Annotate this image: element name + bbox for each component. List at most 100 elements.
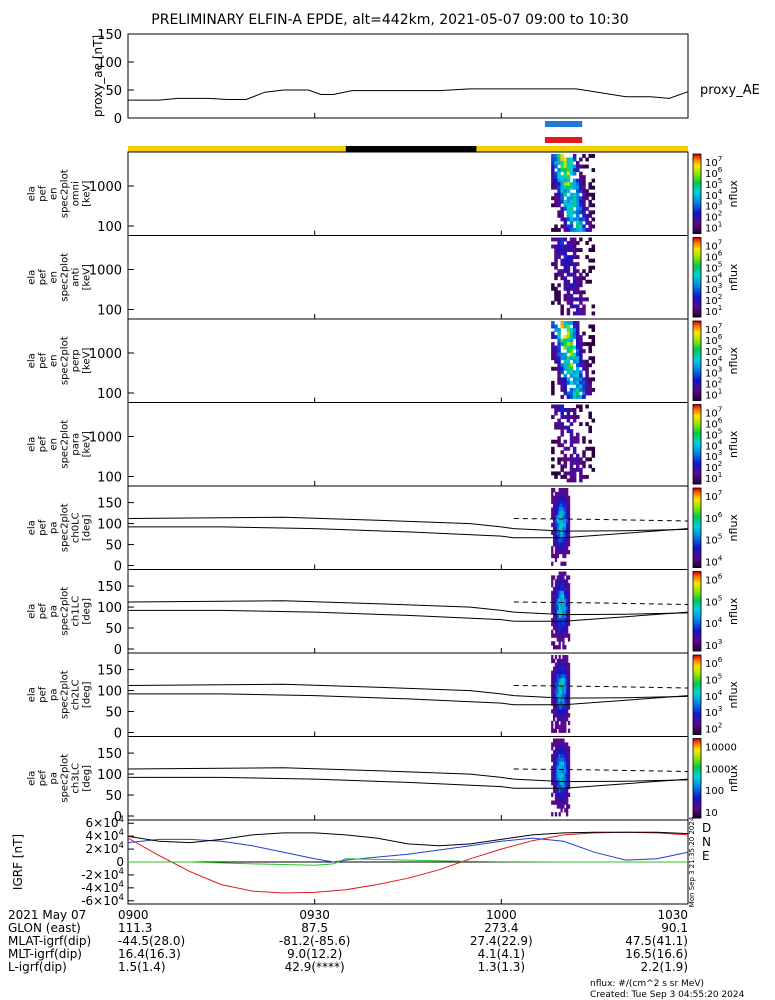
spectrogram-pixel — [579, 384, 583, 389]
spectrogram-pixel — [554, 157, 558, 162]
colorbar-segment — [693, 636, 701, 639]
pitch-pixel — [560, 796, 563, 801]
pitch-pixel — [551, 507, 554, 512]
pitch-pixel — [551, 491, 554, 497]
pitch-pixel — [552, 777, 556, 782]
y-axis-label-line: [deg] — [82, 765, 93, 792]
pitch-pixel — [566, 682, 569, 687]
pitch-pixel — [566, 777, 569, 782]
spectrogram-pixel — [569, 286, 574, 291]
spectrogram-pixel — [563, 345, 568, 350]
spectrogram-pixel — [582, 290, 586, 295]
spectrogram-pixel — [560, 258, 564, 263]
pitch-pixel — [562, 777, 565, 782]
colorbar-segment — [693, 546, 701, 549]
colorbar-segment — [693, 571, 701, 574]
pitch-pixel — [562, 738, 565, 743]
pitch-pixel — [564, 754, 567, 759]
spectrogram-pixel — [557, 443, 561, 448]
pitch-pixel — [564, 606, 567, 611]
pitch-pixel — [551, 754, 554, 759]
colorbar-segment — [693, 384, 701, 387]
colorbar-segment — [693, 489, 701, 492]
colorbar-segment — [693, 429, 701, 432]
pitch-pixel — [556, 666, 559, 671]
pitch-pixel — [558, 658, 561, 664]
spectrogram-pixel — [572, 359, 577, 364]
colorbar-segment — [693, 270, 701, 273]
colorbar-segment — [693, 253, 701, 256]
spectrogram-pixel — [585, 370, 589, 375]
spectrogram-pixel — [576, 359, 580, 364]
pitch-pixel — [560, 526, 563, 532]
colorbar-segment — [693, 193, 701, 196]
pitch-pixel — [567, 769, 571, 774]
spectrogram-pixel — [551, 324, 555, 329]
colorbar-segment — [693, 660, 701, 663]
spectrogram-pixel — [572, 387, 577, 392]
pitch-pixel — [556, 594, 559, 600]
colorbar-segment — [693, 344, 701, 347]
spectrogram-pixel — [572, 262, 577, 267]
pitch-pixel — [551, 511, 554, 516]
pitch-pixel — [558, 546, 561, 551]
spectrogram-pixel — [557, 460, 561, 465]
pitch-pixel — [566, 590, 569, 596]
y-axis-label-line: pa — [49, 605, 60, 617]
colorbar-segment — [693, 241, 701, 244]
colorbar-segment — [693, 499, 701, 502]
pitch-pixel — [552, 594, 556, 600]
igrf-legend-N: N — [702, 835, 711, 849]
spectrogram-pixel — [551, 349, 555, 354]
spectrogram-pixel — [569, 328, 574, 332]
colorbar-tick-label: 101 — [705, 387, 722, 402]
pitch-pixel — [551, 746, 554, 751]
colorbar-segment — [693, 229, 701, 232]
spectrogram-pixel — [569, 224, 574, 229]
spectrogram-pixel — [566, 185, 571, 190]
colorbar-segment — [693, 376, 701, 379]
pitch-pixel — [556, 519, 559, 524]
energy-tick-label: 100 — [97, 220, 122, 235]
spectrogram-pixel — [551, 345, 555, 350]
pitch-pixel — [552, 610, 556, 615]
orbit-value: 273.4 — [484, 921, 518, 935]
pitch-pixel — [554, 495, 558, 501]
colorbar-segment — [693, 155, 701, 158]
pitch-pixel — [554, 550, 558, 555]
pitch-pixel — [564, 587, 567, 592]
colorbar-segment — [693, 358, 701, 360]
colorbar-tick-label: 101 — [705, 470, 722, 485]
proxy-ae-tick-label: 150 — [97, 28, 122, 43]
colorbar-segment — [693, 264, 701, 266]
colorbar-label-text: nflux — [727, 681, 740, 709]
pitch-pixel — [558, 777, 561, 782]
spectrogram-pixel — [588, 356, 592, 361]
spectrogram-pixel — [582, 366, 586, 371]
colorbar-segment — [693, 279, 701, 282]
spectrogram-pixel — [569, 415, 574, 419]
pitch-pixel — [556, 507, 559, 512]
spectrogram-pixel — [563, 175, 568, 180]
spectrogram-pixel — [579, 373, 583, 378]
colorbar-segment — [693, 411, 701, 413]
pitch-pixel — [554, 757, 558, 763]
colorbar-segment — [693, 674, 701, 677]
spectrogram-pixel — [572, 290, 577, 295]
pitch-pixel — [562, 670, 565, 675]
spectrogram-pixel — [566, 199, 571, 204]
spectrogram-pixel — [569, 300, 574, 305]
pitch-pixel — [567, 534, 571, 539]
spectrogram-pixel — [576, 457, 580, 462]
pitch-pixel — [558, 705, 561, 710]
orbit-row-label: MLAT-igrf(dip) — [8, 934, 91, 948]
pitch-pixel — [556, 546, 559, 551]
spectrogram-pixel — [579, 359, 583, 364]
spectrogram-pixel — [582, 269, 586, 274]
colorbar-segment — [693, 336, 701, 339]
pitch-pixel — [566, 742, 569, 747]
spectrogram-pixel — [572, 244, 577, 249]
pitch-pixel — [562, 590, 565, 596]
colorbar-segment — [693, 803, 701, 806]
